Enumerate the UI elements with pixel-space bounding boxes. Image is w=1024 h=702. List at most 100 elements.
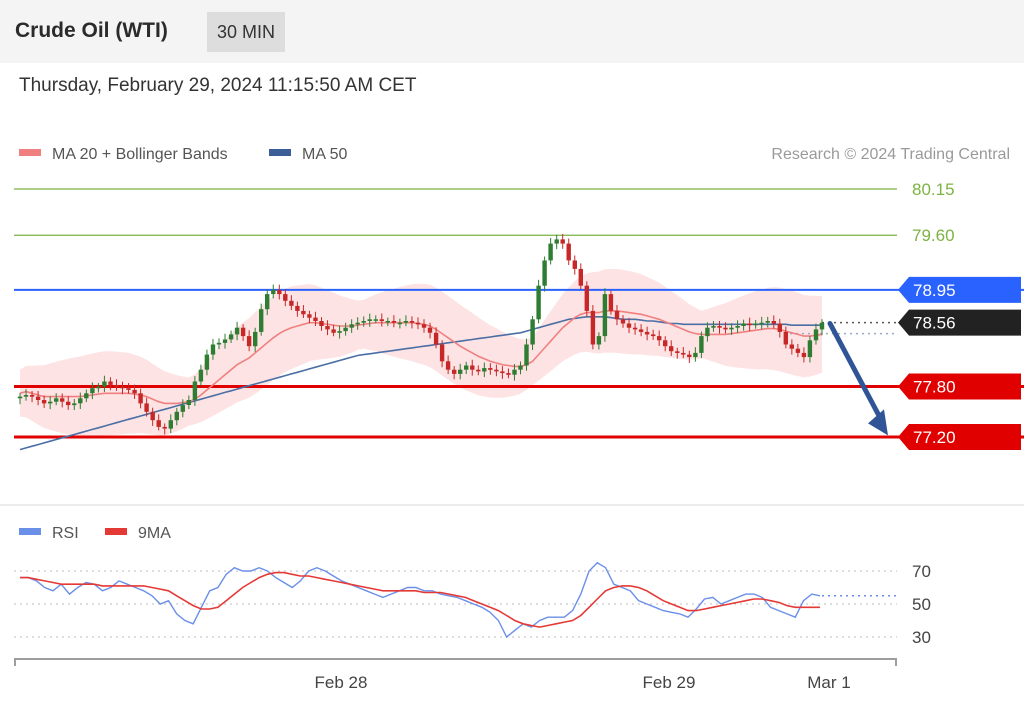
rsi-legend-label: RSI	[52, 525, 79, 542]
candle-body	[222, 339, 228, 343]
candle-body	[807, 340, 813, 358]
candle-body	[379, 319, 384, 321]
candle-body	[548, 243, 553, 261]
rsi-line	[20, 561, 821, 639]
candle-body	[409, 321, 415, 323]
candle-body	[789, 344, 794, 349]
candle-body	[373, 319, 378, 321]
candle-body	[753, 323, 758, 326]
candle-body	[168, 420, 173, 429]
candle-body	[458, 369, 463, 374]
candle-body	[602, 294, 608, 337]
page-title: Crude Oil (WTI)	[15, 19, 168, 42]
candle-body	[90, 388, 95, 394]
candle-body	[108, 381, 113, 385]
candle-body	[747, 323, 752, 326]
candle-body	[632, 327, 638, 330]
candle-body	[626, 323, 632, 328]
candle-body	[572, 260, 577, 269]
candle-body	[452, 369, 457, 374]
candle-body	[204, 354, 210, 370]
x-tick-label: Feb 28	[315, 673, 368, 692]
level-tag-label: 78.95	[913, 281, 956, 300]
candle-body	[295, 305, 300, 311]
candle-body	[240, 327, 246, 337]
timeframe-button[interactable]: 30 MIN	[207, 12, 286, 52]
level-tag	[898, 309, 1021, 336]
candle-body	[657, 336, 662, 341]
ma50-legend-swatch	[269, 149, 291, 156]
candle-body	[536, 285, 541, 320]
candle-body	[669, 346, 674, 352]
candle-body	[180, 405, 185, 412]
candle-body	[397, 322, 403, 325]
datetime-label: Thursday, February 29, 2024 11:15:50 AM …	[19, 75, 417, 96]
candle-body	[277, 289, 282, 295]
candle-body	[427, 327, 433, 333]
candle-body	[524, 344, 529, 366]
candle-body	[578, 268, 583, 286]
candle-body	[675, 351, 680, 353]
candle-body	[319, 321, 324, 326]
candle-body	[699, 336, 704, 353]
candle-body	[433, 332, 439, 345]
candle-body	[150, 411, 155, 421]
candle-body	[349, 324, 354, 328]
candle-body	[488, 368, 493, 370]
candle-body	[729, 327, 734, 330]
candle-body	[186, 400, 191, 405]
candle-body	[415, 322, 421, 325]
candle-body	[210, 344, 216, 355]
candle-body	[265, 294, 270, 310]
candle-body	[66, 401, 71, 406]
candle-body	[445, 361, 451, 370]
candle-body	[343, 327, 348, 332]
candle-body	[102, 381, 107, 387]
level-label: 79.60	[912, 226, 955, 245]
rsi-plot: 70 50 30	[14, 561, 931, 647]
candle-body	[126, 388, 131, 390]
rsi-tick-label: 50	[912, 595, 931, 614]
candle-body	[361, 321, 366, 323]
candle-body	[192, 381, 198, 400]
level-label: 80.15	[912, 180, 955, 199]
candle-body	[259, 309, 264, 332]
candle-body	[198, 369, 204, 382]
candle-body	[48, 401, 53, 404]
candle-body	[723, 327, 728, 330]
candle-body	[620, 319, 626, 324]
candle-body	[783, 331, 788, 345]
candle-body	[23, 395, 29, 397]
candle-body	[403, 321, 409, 323]
candle-body	[693, 352, 698, 358]
ma20-line	[19, 310, 823, 405]
rsi-ma-line	[20, 571, 820, 628]
candle-body	[590, 310, 596, 345]
candle-body	[271, 289, 276, 295]
candle-body	[711, 326, 716, 328]
candle-body	[228, 334, 234, 340]
candle-body	[367, 319, 372, 321]
candle-body	[17, 396, 23, 399]
candle-body	[777, 323, 782, 332]
candle-body	[234, 327, 240, 335]
candle-body	[801, 352, 807, 358]
candle-body	[765, 321, 770, 323]
candle-body	[391, 321, 397, 323]
candle-body	[253, 331, 258, 347]
candle-body	[644, 331, 650, 335]
level-tag	[898, 373, 1021, 400]
candle-body	[96, 386, 101, 389]
candle-body	[500, 371, 505, 374]
candle-body	[464, 365, 469, 370]
candle-body	[566, 243, 571, 261]
ma50-legend-label: MA 50	[302, 146, 347, 163]
candle-body	[421, 324, 427, 328]
candle-body	[331, 329, 336, 333]
candle-body	[246, 336, 252, 347]
x-tick-label: Mar 1	[807, 673, 850, 692]
candle-body	[608, 294, 614, 311]
candle-body	[385, 321, 390, 323]
ma20-legend-label: MA 20 + Bollinger Bands	[52, 146, 228, 163]
